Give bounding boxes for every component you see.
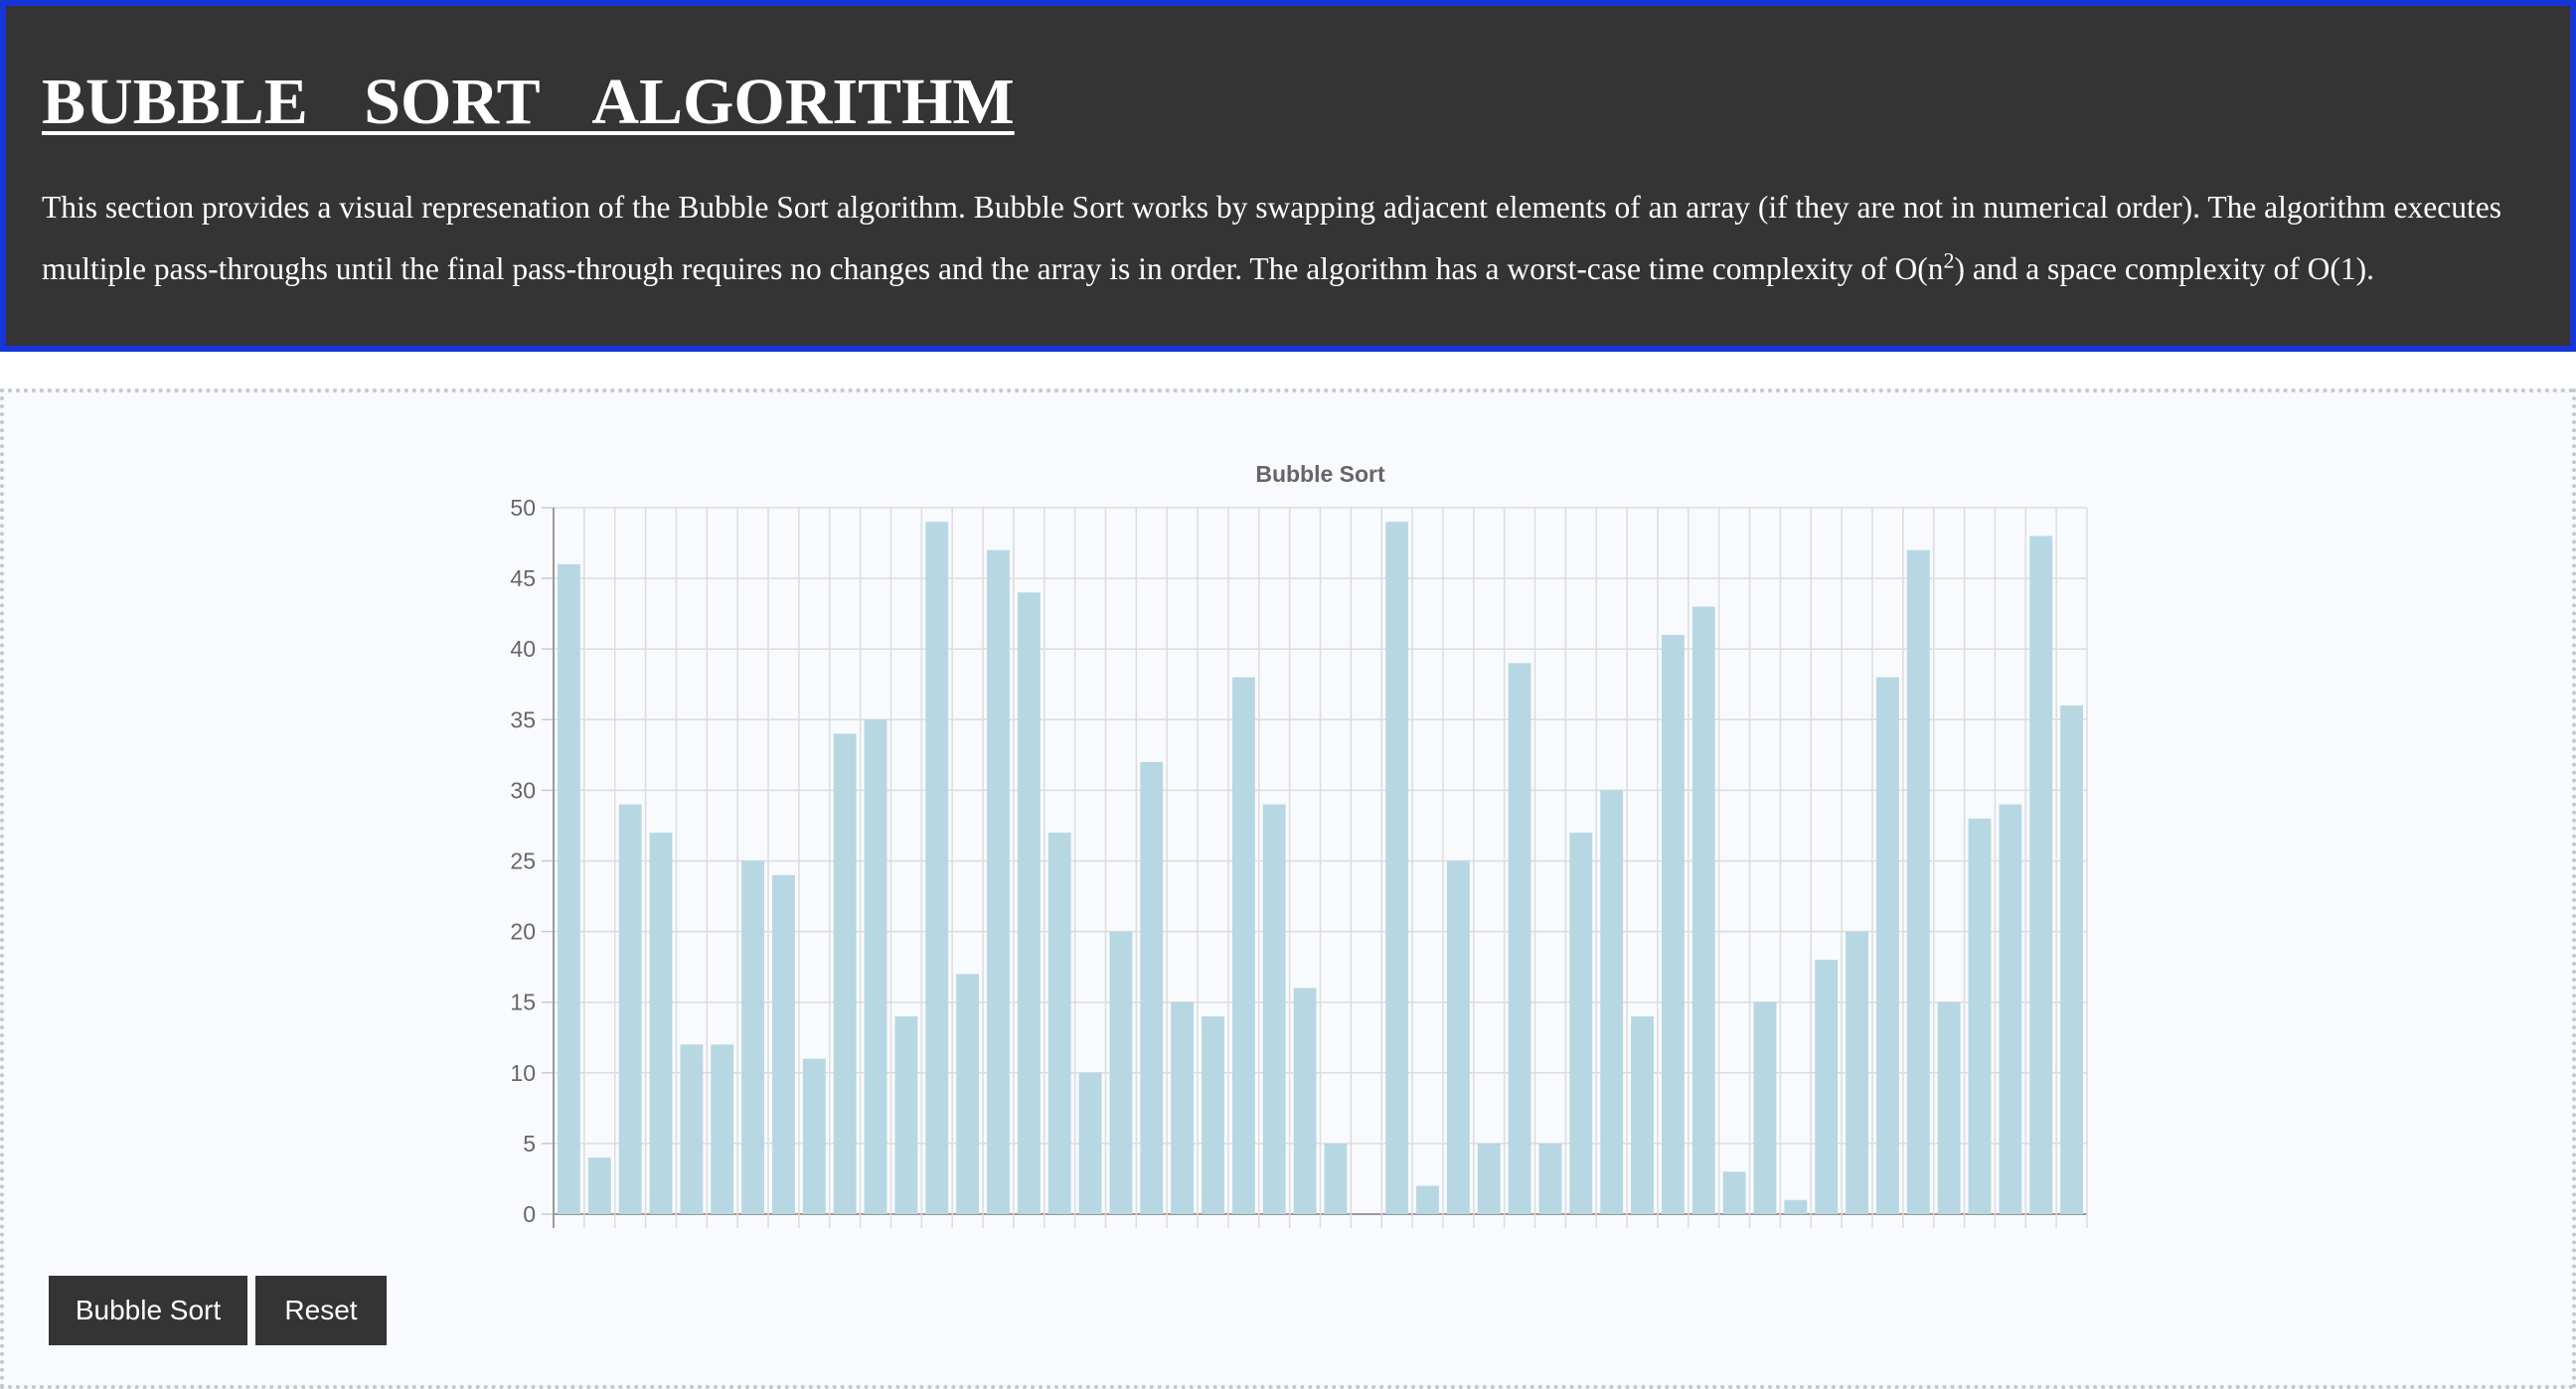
chart-bar [1017,592,1041,1214]
chart-bar [1293,988,1317,1214]
description-text: This section provides a visual represena… [42,177,2556,300]
chart-bar [833,733,857,1214]
chart-bar [1875,677,1899,1214]
y-tick-label: 50 [510,495,536,521]
chart-bar [894,1015,918,1214]
chart-bar [1171,1002,1195,1214]
chart-container: Bubble Sort 0 5 10 15 20 25 30 35 40 45 50 [4,392,2576,1287]
y-tick-label: 30 [510,777,536,803]
chart-bar [1691,606,1715,1214]
chart-bar [1416,1185,1439,1214]
chart-bar [1078,1072,1102,1214]
chart-bar [987,549,1010,1214]
y-tick-label: 10 [510,1060,536,1086]
chart-bar [2060,705,2083,1214]
chart-bar [1202,1015,1224,1214]
description-part-1: This section provides a visual represena… [42,190,2501,286]
header-section: BUBBLE SORT ALGORITHM This section provi… [0,0,2576,352]
chart-bar [741,860,765,1214]
chart-bar [1846,931,1868,1214]
description-superscript: 2 [1943,247,1955,273]
y-tick-label: 25 [510,849,536,874]
chart-bar [680,1044,704,1214]
chart-bar [864,719,887,1214]
chart-bar [1784,1199,1808,1214]
chart-bar [1385,522,1409,1214]
chart-bar [618,804,642,1214]
chart-bar [1937,1002,1961,1214]
chart-bar [1446,860,1470,1214]
chart-bar [587,1158,611,1214]
chart-bar [1753,1002,1777,1214]
chart-bar [772,874,795,1214]
chart-bar [1538,1143,1562,1214]
chart-bar [2029,536,2053,1214]
chart-bar [1047,833,1071,1214]
y-tick-label: 45 [510,565,536,591]
bubble-sort-button[interactable]: Bubble Sort [49,1276,247,1345]
y-tick-label: 20 [510,919,536,945]
chart-bar [1815,960,1839,1214]
chart-bar [558,563,580,1214]
page-title: BUBBLE SORT ALGORITHM [42,66,1015,138]
bubble-sort-chart: Bubble Sort 0 5 10 15 20 25 30 35 40 45 50 [510,461,2088,1228]
chart-bar [711,1044,734,1214]
chart-bar [1661,634,1685,1214]
chart-bar [1140,761,1164,1214]
y-tick-label: 15 [510,990,536,1015]
chart-bar [649,833,673,1214]
description-part-2: ) and a space complexity of O(1). [1954,251,2374,286]
chart-bar [1631,1015,1654,1214]
chart-bar [1231,677,1255,1214]
chart-bar [925,522,949,1214]
visualization-section: Bubble Sort 0 5 10 15 20 25 30 35 40 45 50 Bubble S… [0,388,2576,1389]
chart-bar [1968,818,1992,1214]
y-tick-label: 5 [523,1131,536,1157]
chart-bar [956,974,980,1214]
chart-bar [1906,549,1930,1214]
y-tick-label: 40 [510,636,536,662]
chart-bar [1324,1143,1348,1214]
reset-button[interactable]: Reset [255,1276,387,1345]
chart-bar [1508,663,1531,1214]
chart-bar [1600,790,1624,1214]
chart-bar [1999,804,2022,1214]
chart-bar [1262,804,1286,1214]
y-tick-label: 35 [510,706,536,732]
chart-bar [1722,1171,1746,1214]
chart-bar [1569,833,1593,1214]
chart-bar [802,1058,826,1214]
chart-title: Bubble Sort [1255,461,1385,487]
chart-bar [1109,931,1133,1214]
chart-bar [1477,1143,1501,1214]
y-tick-label: 0 [523,1201,536,1227]
